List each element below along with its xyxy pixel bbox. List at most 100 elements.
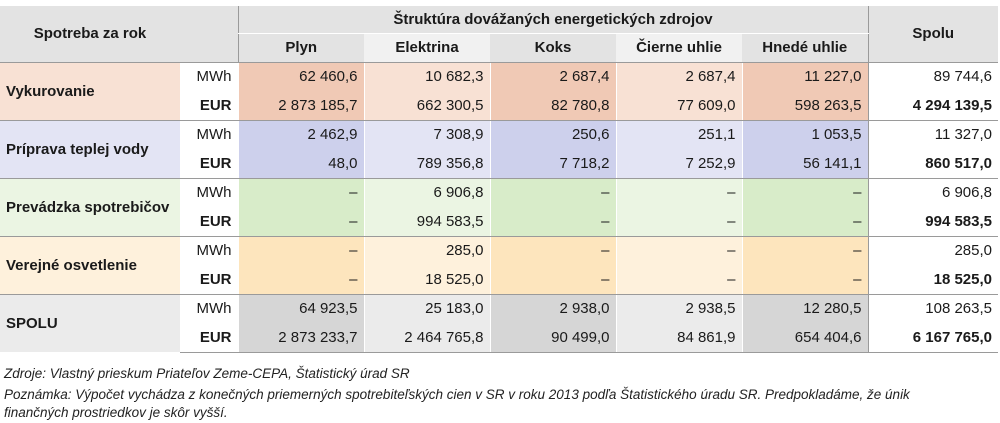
cell-plyn: 62 460,6 <box>237 61 364 91</box>
table-body: Vykurovanie MWh 62 460,6 10 682,3 2 687,4 2 6… <box>0 61 998 353</box>
cell-elektrina: 662 300,5 <box>363 91 490 121</box>
cell-plyn: – <box>237 235 364 265</box>
cell-total: 108 263,5 <box>867 293 998 323</box>
cell-hnede-uhlie: 1 053,5 <box>741 119 868 149</box>
unit-label: EUR <box>180 265 238 295</box>
cell-elektrina: 789 356,8 <box>363 149 490 179</box>
cell-hnede-uhlie: 11 227,0 <box>741 61 868 91</box>
table-row: EUR 2 873 233,7 2 464 765,8 90 499,0 84 861,… <box>0 323 998 353</box>
cell-koks: 250,6 <box>489 119 616 149</box>
cell-cierne-uhlie: 84 861,9 <box>615 323 742 353</box>
source-note: Zdroje: Vlastný prieskum Priateľov Zeme-… <box>4 366 410 381</box>
cell-hnede-uhlie: 56 141,1 <box>741 149 868 179</box>
cell-cierne-uhlie: – <box>615 177 742 207</box>
table-row: EUR –18 525,0– – –18 525,0 <box>0 265 998 295</box>
group-title: Štruktúra dovážaných energetických zdroj… <box>237 6 868 34</box>
unit-label: EUR <box>180 323 238 353</box>
cell-cierne-uhlie: – <box>615 265 742 295</box>
cell-hnede-uhlie: 12 280,5 <box>741 293 868 323</box>
table-row: Verejné osvetlenie MWh –285,0– – –285,0 <box>0 235 998 294</box>
cell-plyn: 64 923,5 <box>237 293 364 323</box>
unit-label: MWh <box>180 61 238 91</box>
cell-elektrina: 7 308,9 <box>363 119 490 149</box>
total-header: Spolu <box>867 6 998 62</box>
cell-hnede-uhlie: – <box>741 207 868 237</box>
cell-plyn: 2 873 185,7 <box>237 91 364 121</box>
cell-koks: – <box>489 177 616 207</box>
cell-hnede-uhlie: – <box>741 265 868 295</box>
row-header: Spotreba za rok <box>0 6 180 62</box>
cell-koks: 7 718,2 <box>489 149 616 179</box>
cell-elektrina: 994 583,5 <box>363 207 490 237</box>
unit-label: EUR <box>180 91 238 121</box>
cell-koks: 2 938,0 <box>489 293 616 323</box>
table-row: EUR 48,0 789 356,8 7 718,2 7 252,9 56 141,1 86… <box>0 149 998 179</box>
cell-elektrina: 18 525,0 <box>363 265 490 295</box>
row-label: Príprava teplej vody <box>0 119 180 178</box>
cell-koks: 90 499,0 <box>489 323 616 353</box>
cell-total: 860 517,0 <box>867 149 998 179</box>
cell-hnede-uhlie: 598 263,5 <box>741 91 868 121</box>
cell-total: 4 294 139,5 <box>867 91 998 121</box>
note-line-2: finančných prostriedkov je skôr vyšší. <box>4 405 228 420</box>
cell-total: 6 906,8 <box>867 177 998 207</box>
row-label: SPOLU <box>0 293 180 352</box>
row-label: Prevádzka spotrebičov <box>0 177 180 236</box>
cell-cierne-uhlie: 7 252,9 <box>615 149 742 179</box>
cell-hnede-uhlie: 654 404,6 <box>741 323 868 353</box>
cell-plyn: – <box>237 265 364 295</box>
row-label: Verejné osvetlenie <box>0 235 180 294</box>
unit-label: MWh <box>180 293 238 323</box>
col-header-elektrina: Elektrina <box>364 33 490 62</box>
cell-plyn: 2 462,9 <box>237 119 364 149</box>
cell-cierne-uhlie: – <box>615 207 742 237</box>
cell-plyn: – <box>237 177 364 207</box>
cell-elektrina: 25 183,0 <box>363 293 490 323</box>
table-row: Vykurovanie MWh 62 460,6 10 682,3 2 687,4 2 6… <box>0 61 998 120</box>
cell-elektrina: 6 906,8 <box>363 177 490 207</box>
cell-koks: 82 780,8 <box>489 91 616 121</box>
cell-elektrina: 10 682,3 <box>363 61 490 91</box>
col-header-plyn: Plyn <box>237 33 364 62</box>
row-label: Vykurovanie <box>0 61 180 120</box>
unit-label: EUR <box>180 207 238 237</box>
cell-plyn: 48,0 <box>237 149 364 179</box>
cell-plyn: – <box>237 207 364 237</box>
cell-total: 11 327,0 <box>867 119 998 149</box>
cell-hnede-uhlie: – <box>741 235 868 265</box>
table-row: Prevádzka spotrebičov MWh –6 906,8– – –6 906… <box>0 177 998 236</box>
table-row: Príprava teplej vody MWh 2 462,9 7 308,9 250… <box>0 119 998 178</box>
cell-total: 89 744,6 <box>867 61 998 91</box>
cell-total: 18 525,0 <box>867 265 998 295</box>
unit-label: MWh <box>180 177 238 207</box>
cell-elektrina: 2 464 765,8 <box>363 323 490 353</box>
cell-hnede-uhlie: – <box>741 177 868 207</box>
col-header-cierne-uhlie: Čierne uhlie <box>616 33 742 62</box>
cell-cierne-uhlie: 251,1 <box>615 119 742 149</box>
note-line-1: Poznámka: Výpočet vychádza z konečných p… <box>4 387 910 402</box>
cell-koks: – <box>489 235 616 265</box>
cell-cierne-uhlie: – <box>615 235 742 265</box>
cell-koks: – <box>489 265 616 295</box>
unit-label: MWh <box>180 235 238 265</box>
col-header-koks: Koks <box>490 33 616 62</box>
cell-koks: 2 687,4 <box>489 61 616 91</box>
cell-total: 285,0 <box>867 235 998 265</box>
table-row: EUR 2 873 185,7 662 300,5 82 780,8 77 609,0 5… <box>0 91 998 121</box>
cell-cierne-uhlie: 2 687,4 <box>615 61 742 91</box>
unit-label: EUR <box>180 149 238 179</box>
cell-cierne-uhlie: 77 609,0 <box>615 91 742 121</box>
col-header-hnede-uhlie: Hnedé uhlie <box>742 33 868 62</box>
unit-header-spacer <box>180 6 238 62</box>
cell-plyn: 2 873 233,7 <box>237 323 364 353</box>
energy-table: Spotreba za rok Štruktúra dovážaných ene… <box>0 6 998 353</box>
cell-elektrina: 285,0 <box>363 235 490 265</box>
table-row: EUR –994 583,5– – –994 583,5 <box>0 207 998 237</box>
cell-total: 6 167 765,0 <box>867 323 998 353</box>
cell-cierne-uhlie: 2 938,5 <box>615 293 742 323</box>
cell-koks: – <box>489 207 616 237</box>
cell-total: 994 583,5 <box>867 207 998 237</box>
table-row: SPOLU MWh 64 923,5 25 183,0 2 938,0 2 938,5 12… <box>0 293 998 352</box>
unit-label: MWh <box>180 119 238 149</box>
